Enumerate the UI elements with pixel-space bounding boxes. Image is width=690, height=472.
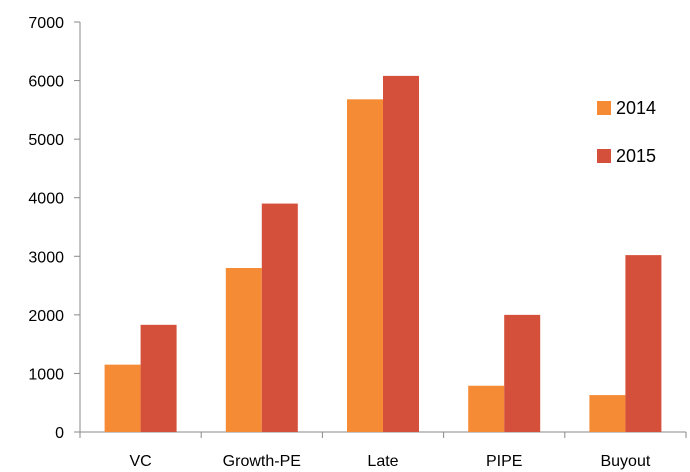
- legend-swatch-2015: [597, 149, 611, 163]
- y-tick-label: 0: [55, 425, 64, 442]
- y-tick-label: 3000: [28, 249, 64, 266]
- x-tick-label: Late: [367, 453, 398, 470]
- bar-2014-pipe: [468, 385, 505, 432]
- x-tick-label: Growth-PE: [223, 453, 301, 470]
- legend-label-2015: 2015: [616, 146, 656, 166]
- x-tick-label: PIPE: [486, 453, 522, 470]
- y-tick-label: 6000: [28, 74, 64, 91]
- legend-label-2014: 2014: [616, 98, 656, 118]
- x-axis-ticks: VC Growth-PE Late PIPE Buyout: [79, 432, 687, 470]
- y-tick-label: 7000: [28, 15, 64, 32]
- x-tick-label: VC: [129, 453, 151, 470]
- bar-2014-buyout: [589, 395, 626, 432]
- bar-2014-vc: [104, 364, 141, 432]
- x-axis: VC Growth-PE Late PIPE Buyout: [79, 431, 687, 470]
- legend-swatch-2014: [597, 101, 611, 115]
- bar-2015-vc: [140, 324, 177, 432]
- x-tick-label: Buyout: [600, 453, 650, 470]
- bar-2014-growth-pe: [225, 268, 262, 432]
- y-axis-ticks: 0 1000 2000 3000 4000 5000 6000 7000: [28, 15, 80, 442]
- bar-2015-pipe: [504, 314, 541, 432]
- bar-2015-growth-pe: [261, 203, 298, 432]
- y-tick-label: 1000: [28, 366, 64, 383]
- y-tick-label: 2000: [28, 308, 64, 325]
- plot-area: 0 1000 2000 3000 4000 5000 6000 7000 VC Growth-P…: [28, 15, 687, 470]
- bar-2014-late: [347, 99, 383, 433]
- bars: [104, 75, 662, 433]
- bar-2015-late: [383, 75, 419, 432]
- y-axis: 0 1000 2000 3000 4000 5000 6000 7000: [28, 15, 81, 442]
- y-tick-label: 5000: [28, 132, 64, 149]
- legend: 2014 2015: [597, 98, 656, 166]
- bar-2015-buyout: [625, 255, 662, 432]
- y-tick-label: 4000: [28, 191, 64, 208]
